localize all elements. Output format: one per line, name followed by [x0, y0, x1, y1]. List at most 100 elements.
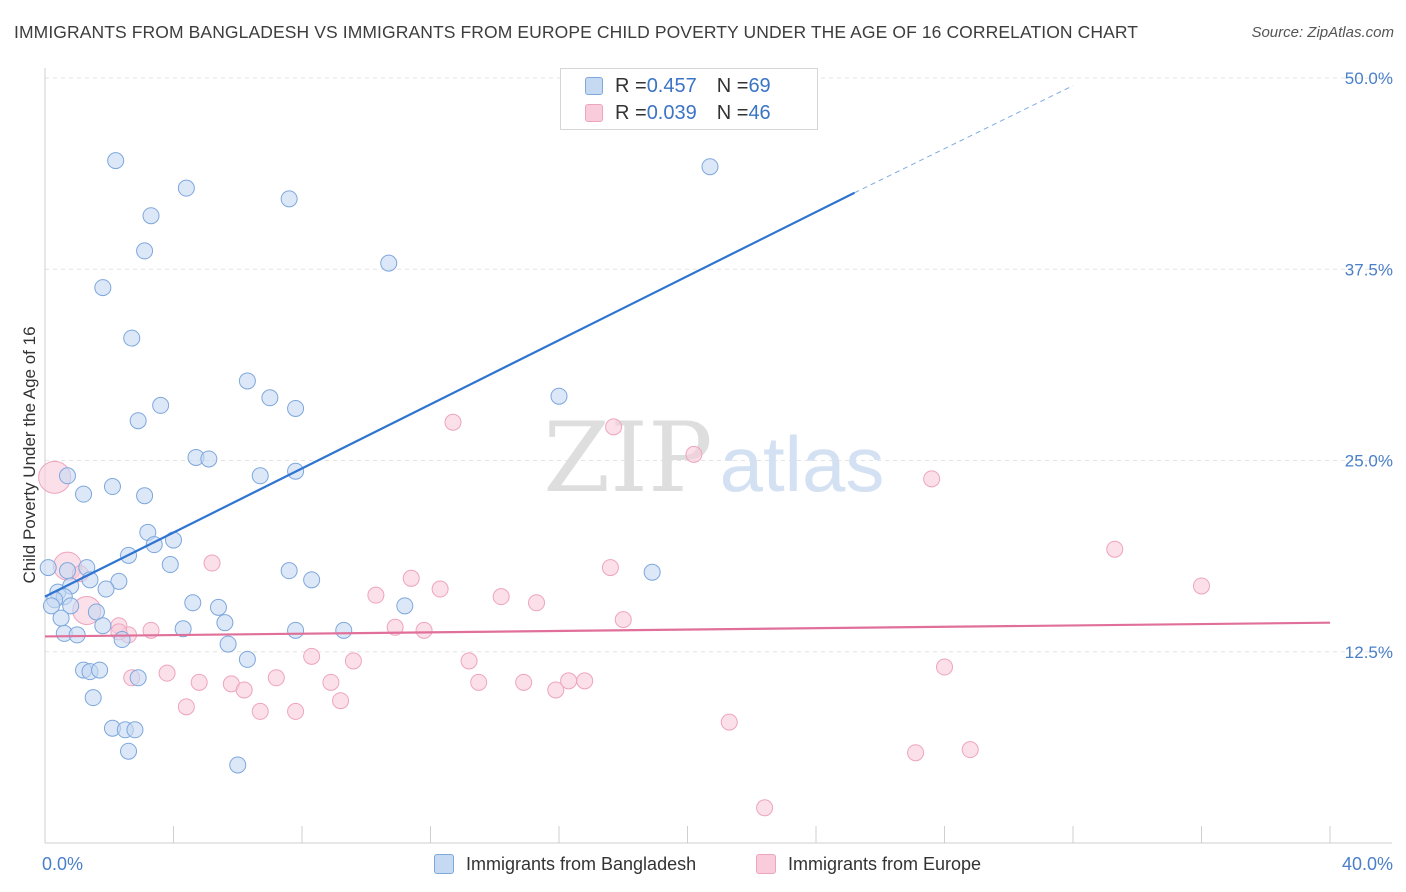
point-bangladesh	[643, 563, 661, 581]
x-tick-label: 40.0%	[1342, 854, 1393, 874]
point-europe	[203, 554, 221, 572]
point-bangladesh	[287, 621, 305, 639]
point-bangladesh	[120, 742, 138, 760]
legend-r-label: R =	[615, 74, 647, 97]
point-europe	[601, 559, 619, 577]
point-bangladesh	[280, 562, 298, 580]
point-europe	[287, 702, 305, 720]
point-bangladesh	[380, 254, 398, 272]
point-bangladesh	[68, 626, 86, 644]
point-bangladesh	[238, 372, 256, 390]
series-bangladesh-points	[39, 74, 719, 774]
point-europe	[923, 470, 941, 488]
point-bangladesh	[126, 721, 144, 739]
point-bangladesh	[52, 609, 70, 627]
point-europe	[415, 621, 433, 639]
trend-line-bangladesh-extension	[854, 85, 1074, 194]
point-bangladesh	[209, 598, 227, 616]
x-tick-label: 0.0%	[42, 854, 83, 874]
legend-row-europe: R = 0.039 N = 46	[585, 100, 771, 126]
y-tick-label: 25.0%	[1345, 452, 1393, 471]
watermark-atlas: atlas	[720, 420, 885, 508]
legend-row-bangladesh: R = 0.457 N = 69	[585, 73, 771, 99]
point-bangladesh	[129, 669, 147, 687]
y-tick-label: 12.5%	[1345, 643, 1393, 662]
point-bangladesh	[287, 399, 305, 417]
legend-n-label: N =	[716, 74, 749, 97]
point-europe	[332, 692, 350, 710]
grid-lines	[45, 77, 1392, 653]
point-europe	[344, 652, 362, 670]
point-bangladesh	[39, 559, 57, 577]
point-europe	[386, 618, 404, 636]
legend-n-value: 46	[748, 101, 771, 124]
point-bangladesh	[97, 580, 115, 598]
trend-line-bangladesh	[44, 191, 856, 598]
point-bangladesh	[129, 412, 147, 430]
point-bangladesh	[396, 597, 414, 615]
point-bangladesh	[280, 190, 298, 208]
y-tick-label: 50.0%	[1345, 69, 1393, 88]
bottom-legend-label: Immigrants from Europe	[788, 853, 982, 874]
point-bangladesh	[216, 614, 234, 632]
point-bangladesh	[136, 487, 154, 505]
point-europe	[614, 611, 632, 629]
point-bangladesh	[161, 556, 179, 574]
bottom-legend-europe: Immigrants from Europe	[756, 852, 981, 876]
point-europe	[936, 658, 953, 676]
point-europe	[431, 580, 449, 598]
point-bangladesh	[110, 572, 128, 590]
point-europe	[235, 681, 253, 699]
legend-n-label: N =	[716, 101, 749, 124]
bottom-legend-swatch-pink	[756, 854, 776, 874]
point-bangladesh	[152, 396, 170, 414]
y-tick-label: 37.5%	[1345, 260, 1393, 279]
point-bangladesh	[303, 571, 321, 589]
point-europe	[460, 652, 478, 670]
point-bangladesh	[229, 756, 247, 774]
point-bangladesh	[123, 329, 141, 347]
point-europe	[251, 702, 269, 720]
watermark: ZIP atlas	[543, 402, 884, 514]
point-europe	[158, 664, 176, 682]
point-bangladesh	[238, 650, 256, 668]
point-bangladesh	[142, 207, 160, 225]
chart-title: IMMIGRANTS FROM BANGLADESH VS IMMIGRANTS…	[14, 22, 1139, 42]
trend-line-europe	[44, 621, 1331, 638]
point-bangladesh	[62, 597, 80, 615]
point-bangladesh	[335, 621, 353, 639]
legend-n-value: 69	[748, 74, 771, 97]
legend-r-label: R =	[615, 101, 647, 124]
point-europe	[907, 744, 925, 762]
point-europe	[515, 673, 533, 691]
point-bangladesh	[251, 467, 269, 485]
legend-swatch-pink	[585, 104, 603, 122]
point-bangladesh	[103, 478, 121, 496]
point-bangladesh	[91, 661, 109, 679]
point-europe	[190, 673, 208, 691]
point-europe	[402, 569, 420, 587]
point-europe	[720, 713, 738, 731]
point-europe	[1193, 577, 1210, 595]
point-bangladesh	[58, 562, 76, 580]
point-europe	[528, 594, 546, 612]
point-europe	[322, 673, 340, 691]
point-bangladesh	[550, 387, 568, 405]
point-bangladesh	[174, 620, 192, 638]
point-bangladesh	[94, 279, 112, 297]
bottom-legend-swatch-blue	[434, 854, 454, 874]
point-europe	[576, 672, 594, 690]
point-europe	[367, 586, 385, 604]
point-europe	[177, 698, 195, 716]
point-europe	[492, 588, 510, 606]
legend-r-value: 0.457	[646, 74, 697, 97]
point-bangladesh	[87, 603, 105, 621]
point-europe	[961, 741, 979, 759]
point-europe	[444, 413, 462, 431]
point-europe	[470, 673, 488, 691]
point-bangladesh	[177, 179, 195, 197]
watermark-zip: ZIP	[543, 402, 712, 514]
point-bangladesh	[94, 617, 112, 635]
axes	[44, 68, 1392, 844]
